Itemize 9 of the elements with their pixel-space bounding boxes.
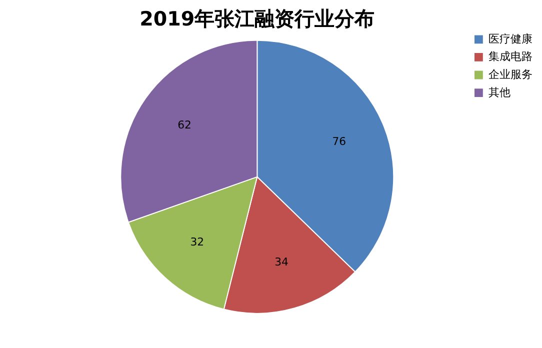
data-label: 76	[332, 135, 346, 148]
legend-label: 医疗健康	[488, 32, 533, 46]
data-label: 34	[274, 255, 289, 268]
legend-label: 其他	[488, 86, 511, 99]
data-label: 32	[190, 236, 204, 249]
legend-label: 集成电路	[488, 50, 533, 64]
data-label: 62	[178, 118, 192, 132]
legend-label: 企业服务	[488, 68, 533, 81]
chart-title: 2019年张江融资行业分布	[140, 8, 375, 31]
